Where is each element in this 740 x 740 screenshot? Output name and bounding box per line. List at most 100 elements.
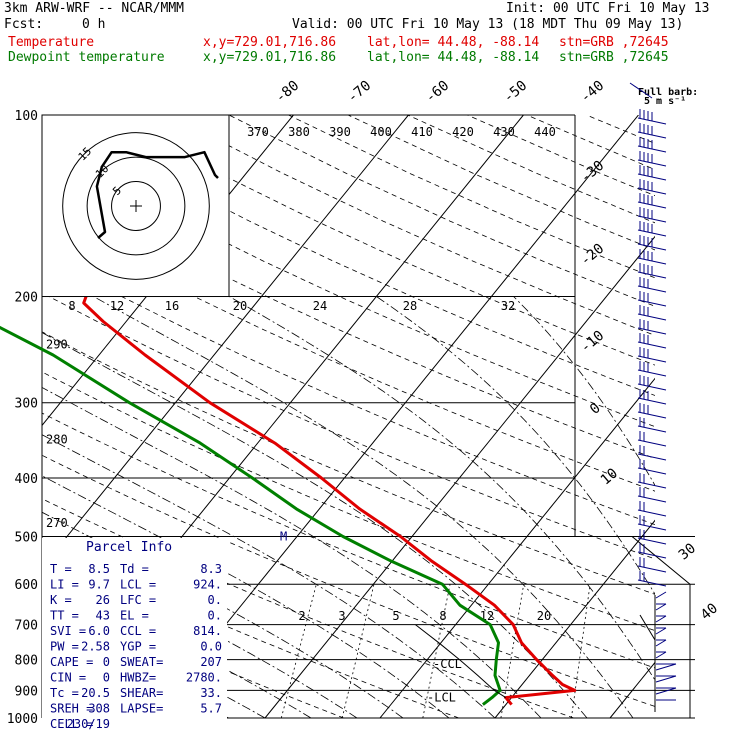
lcl-label: -LCL bbox=[427, 690, 456, 704]
parcel-info-value: 0 bbox=[103, 671, 110, 685]
isotherm-label: 40 bbox=[698, 600, 721, 623]
isotherm-label: -40 bbox=[578, 78, 608, 107]
wind-barb bbox=[655, 663, 677, 671]
wind-barb bbox=[655, 627, 667, 635]
dry-adiabat bbox=[42, 143, 655, 428]
wind-barb bbox=[637, 487, 667, 503]
wind-barb-staff bbox=[655, 615, 667, 623]
parcel-info-bg bbox=[42, 538, 227, 723]
theta-label: 380 bbox=[288, 125, 310, 139]
isotherm-line bbox=[264, 235, 655, 719]
mixing-ratio-line bbox=[664, 584, 677, 718]
wind-barb-staff bbox=[637, 453, 667, 461]
wind-barb bbox=[637, 207, 667, 223]
dry-adiabat bbox=[109, 115, 655, 366]
hodo-speed-label: 24 bbox=[313, 299, 327, 313]
wind-barb bbox=[637, 235, 667, 251]
wind-barb bbox=[637, 347, 667, 363]
parcel-info-key: EL = bbox=[120, 609, 149, 623]
wind-barb bbox=[637, 571, 667, 587]
dewpoint-legend-xy: x,y=729.01,716.86 bbox=[203, 50, 337, 65]
mixing-ratio-label: 20 bbox=[537, 609, 551, 623]
wind-barb-staff bbox=[655, 603, 667, 611]
parcel-info-key: CAPE = bbox=[50, 655, 93, 669]
parcel-path-line bbox=[415, 624, 507, 699]
wind-barb-staff bbox=[637, 355, 667, 363]
barb-title: Full barb: bbox=[638, 87, 698, 98]
theta-label: 370 bbox=[247, 125, 269, 139]
mixing-ratio-label: 5 bbox=[392, 609, 399, 623]
wind-barb bbox=[637, 361, 667, 377]
isotherm-line bbox=[609, 661, 655, 719]
wind-barb-staff bbox=[637, 551, 667, 559]
wind-barb bbox=[637, 123, 667, 139]
wind-barb-staff bbox=[655, 663, 677, 671]
parcel-info-key: T = bbox=[50, 562, 72, 576]
parcel-info-value: 2.58 bbox=[81, 640, 110, 654]
parcel-info-key: PW = bbox=[50, 640, 79, 654]
isotherm-label: -70 bbox=[345, 78, 375, 107]
wind-barbs: Full barb:5 m s⁻¹ bbox=[629, 82, 698, 712]
model-title: 3km ARW-WRF -- NCAR/MMM bbox=[4, 1, 185, 16]
isotherm-line bbox=[725, 115, 740, 718]
mixing-ratio-line bbox=[280, 584, 317, 719]
mixing-ratio-label: 8 bbox=[439, 609, 446, 623]
hodo-speed-label: 8 bbox=[68, 299, 75, 313]
isotherm-line bbox=[379, 377, 655, 719]
pressure-tick-label: 900 bbox=[15, 684, 38, 699]
wind-barb bbox=[637, 501, 667, 517]
parcel-info-value: 230/19 bbox=[67, 717, 110, 731]
parcel-info-value: 33. bbox=[200, 686, 222, 700]
wind-barb bbox=[637, 445, 667, 461]
hodograph-ring bbox=[86, 156, 186, 256]
wind-barb bbox=[655, 603, 667, 611]
wind-barb bbox=[637, 193, 667, 209]
barb-legend-line bbox=[629, 82, 653, 99]
parcel-info-key: Td = bbox=[120, 562, 149, 576]
isotherm-label: -50 bbox=[501, 78, 531, 107]
wind-barb bbox=[637, 333, 667, 349]
parcel-info-key: CELL = bbox=[50, 717, 93, 731]
parcel-info-value: 8.5 bbox=[88, 562, 110, 576]
wind-barb bbox=[637, 473, 667, 489]
wind-barb bbox=[637, 221, 667, 237]
moist-adiabat bbox=[513, 296, 655, 487]
wind-barb-staff bbox=[655, 627, 667, 635]
parcel-info-key: TT = bbox=[50, 609, 79, 623]
wind-barb-staff bbox=[637, 425, 667, 433]
wind-barb-staff bbox=[637, 327, 667, 335]
dry-adiabat bbox=[526, 115, 655, 171]
hodo-speed-label: 20 bbox=[233, 299, 247, 313]
height-label: 290 bbox=[46, 337, 68, 351]
parcel-info-key: SVI = bbox=[50, 624, 86, 638]
isotherm-label: -60 bbox=[423, 78, 453, 107]
temperature-legend-stn: stn=GRB ,72645 bbox=[559, 35, 669, 50]
mixing-ratio-label: 3 bbox=[338, 609, 345, 623]
wind-barb-staff bbox=[637, 341, 667, 349]
wind-barb-staff bbox=[637, 481, 667, 489]
pressure-tick-label: 100 bbox=[15, 109, 38, 124]
wind-barb-staff bbox=[637, 565, 667, 573]
theta-label: 440 bbox=[534, 125, 556, 139]
ccl-label: -CCL bbox=[433, 657, 462, 671]
wind-barb bbox=[655, 651, 667, 659]
fcst-value: 0 h bbox=[82, 17, 106, 32]
moist-adiabat bbox=[42, 574, 312, 719]
wind-barb bbox=[637, 417, 667, 433]
hodograph-ring bbox=[62, 132, 210, 280]
isotherm-line bbox=[42, 115, 409, 569]
parcel-info-value: 814. bbox=[193, 624, 222, 638]
wind-barb bbox=[637, 319, 667, 335]
isotherm-line bbox=[494, 519, 655, 719]
parcel-info-value: 20.5 bbox=[81, 686, 110, 700]
dry-adiabat bbox=[467, 115, 655, 197]
isotherm-label: 30 bbox=[676, 540, 699, 563]
isotherm-label: 10 bbox=[598, 465, 621, 488]
wind-barb-staff bbox=[637, 439, 667, 447]
temperature-legend-label: Temperature bbox=[8, 35, 95, 50]
theta-label: 410 bbox=[411, 125, 433, 139]
barb-value: 5 m s⁻¹ bbox=[644, 96, 686, 107]
m-marker: M bbox=[280, 529, 287, 543]
